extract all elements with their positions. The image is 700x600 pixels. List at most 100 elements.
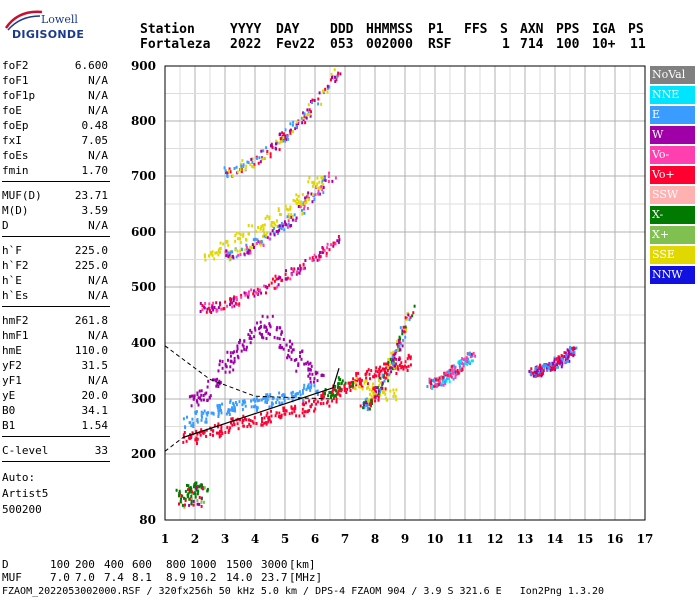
echo-trace-point [266,285,269,289]
data-point-w [276,326,279,330]
echo-trace-point [386,375,389,379]
echo-trace-point [552,366,555,370]
data-point-e [232,401,235,405]
echo-trace-point [402,325,405,329]
echo-trace-point [443,380,446,384]
echo-trace-point [240,294,243,297]
echo-trace-point [566,353,569,357]
data-point-w [308,372,311,376]
param-name: yF2 [2,359,22,372]
data-point-vo [355,383,358,387]
data-point-e [192,424,195,428]
echo-trace-point [207,306,210,310]
data-point-sse [297,201,300,205]
data-point-w [267,331,270,335]
echo-trace-point [322,183,325,187]
echo-trace-point [286,276,289,280]
data-point-w [249,328,252,332]
echo-trace-point [397,338,400,342]
low-altitude-echo-point [188,497,191,501]
echo-trace-point [293,213,296,217]
echo-trace-point [319,186,322,190]
data-point-e [217,415,220,418]
distance-value: 1500 [226,558,253,571]
data-point-vo [406,369,409,372]
data-point-vo [266,411,269,415]
echo-trace-point [325,251,328,255]
data-point-vo [239,418,241,422]
data-point-w [309,361,312,365]
data-point-w [279,346,282,350]
echo-trace-point [286,135,289,139]
echo-trace-point [199,301,202,305]
echo-trace-point [247,248,250,252]
plot-frame [164,65,646,521]
data-point-sse [361,387,364,391]
data-point-e [278,402,281,406]
data-point-sse [203,255,206,258]
data-point-w [261,333,264,337]
echo-trace-point [468,352,471,356]
echo-trace-point [240,170,243,174]
data-point-vo [182,433,185,437]
data-point-e [275,401,278,405]
echo-trace-point [246,251,249,255]
echo-trace-point [303,204,306,208]
data-point-vo [219,430,221,433]
y-tick-label: 700 [131,169,156,183]
echo-trace-point [387,361,390,364]
param-separator [2,181,110,182]
echo-trace-point [286,225,289,229]
param-row-foe: foE N/A [2,103,108,119]
low-altitude-echo-point [178,489,181,493]
data-point-e [234,409,237,413]
data-point-sse [261,224,264,227]
data-point-e [310,383,313,387]
echo-trace-point [553,358,556,362]
echo-trace-point [532,374,535,378]
param-row-fof1: foF1 N/A [2,73,108,89]
data-point-e [290,391,293,395]
header-label-p1: P1 [428,22,444,37]
echo-trace-point [268,283,271,287]
echo-trace-point [295,272,298,276]
data-point-e [296,392,299,396]
data-point-vo [350,380,353,384]
data-point-vo [303,414,306,418]
data-point-w [268,323,271,327]
data-point-sse [264,216,267,220]
echo-trace-point [452,377,455,381]
echo-trace-point [572,354,575,358]
low-altitude-echo-point [201,487,204,491]
data-point-sse [238,231,241,235]
echo-trace-point [297,267,300,271]
echo-trace-point [292,130,294,134]
echo-trace-point [328,248,331,252]
echo-trace-point [281,278,284,282]
data-point-vo [246,425,249,429]
echo-trace-point [554,364,557,368]
echo-trace-point [227,251,230,255]
x-tick-label: 12 [487,532,504,546]
echo-trace-point [327,180,330,183]
data-point-vo [252,421,255,425]
echo-trace-point [208,309,211,313]
data-point-vo [280,415,283,419]
echo-trace-point [242,164,245,168]
echo-trace-point [373,392,376,396]
data-point-vo [182,440,185,444]
echo-trace-point [304,121,307,125]
data-point-e [203,409,206,413]
echo-trace-point [374,386,377,389]
data-point-vo [301,411,304,415]
param-value: 261.8 [74,314,108,327]
echo-trace-point [223,166,226,170]
muf-label: MUF [2,571,22,584]
data-point-e [256,408,258,412]
echo-trace-point [448,371,451,375]
echo-trace-point [536,374,539,377]
muf-value: 23.7 [261,571,288,584]
echo-trace-point [312,258,315,262]
data-point-w [205,391,208,395]
echo-trace-point [387,358,390,361]
